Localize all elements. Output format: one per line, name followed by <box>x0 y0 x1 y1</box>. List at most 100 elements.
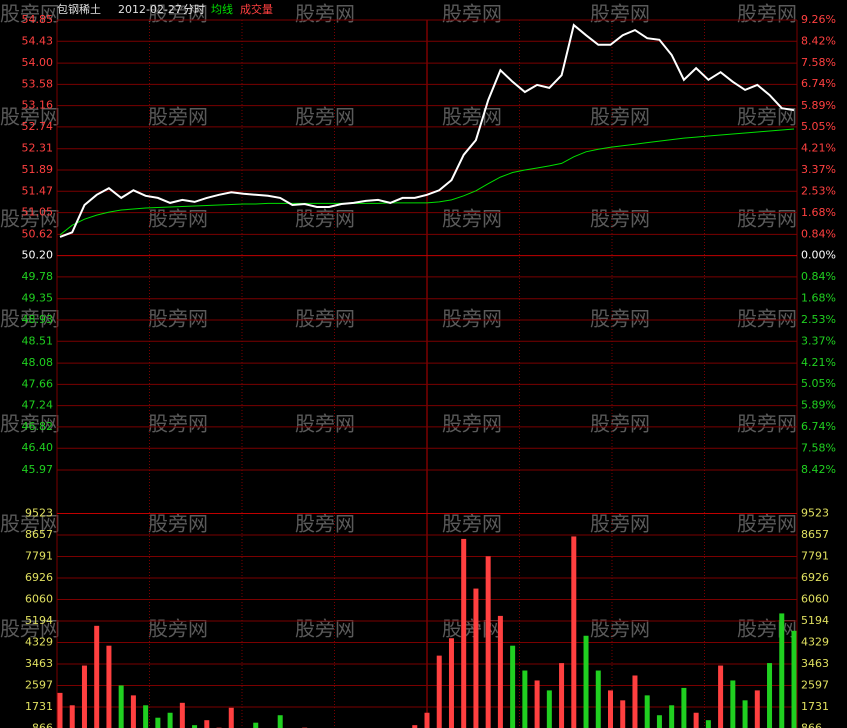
volume-bar <box>791 630 797 728</box>
y2-tick-label: 0.00% <box>801 249 836 262</box>
watermark: 股旁网 <box>148 617 208 641</box>
watermark: 股旁网 <box>0 207 60 231</box>
y-tick-label: 9523 <box>25 507 53 520</box>
volume-bar <box>277 715 283 728</box>
y-tick-label: 2597 <box>25 679 53 692</box>
y2-tick-label: 2.53% <box>801 184 836 197</box>
y-tick-label: 866 <box>32 721 53 728</box>
volume-bar <box>81 665 87 728</box>
y-tick-label: 52.31 <box>22 142 54 155</box>
volume-bar <box>69 705 75 728</box>
volume-bar <box>412 725 418 728</box>
watermark: 股旁网 <box>737 512 797 536</box>
y2-tick-label: 7.58% <box>801 56 836 69</box>
y-tick-label: 46.82 <box>22 420 54 433</box>
y-tick-label: 5194 <box>25 614 53 627</box>
y-tick-label-right: 3463 <box>801 657 829 670</box>
volume-bar <box>485 556 491 728</box>
watermark: 股旁网 <box>442 412 502 436</box>
volume-bar <box>718 665 724 728</box>
volume-bar <box>253 722 259 728</box>
volume-bar <box>779 613 785 728</box>
y2-tick-label: 1.68% <box>801 291 836 304</box>
volume-bar <box>669 705 675 728</box>
watermark: 股旁网 <box>0 617 60 641</box>
volume-bar <box>155 717 161 728</box>
volume-bar <box>767 663 773 728</box>
y-tick-label-right: 7791 <box>801 550 829 563</box>
watermark: 股旁网 <box>737 207 797 231</box>
y-tick-label: 3463 <box>25 657 53 670</box>
y-tick-label-right: 4329 <box>801 635 829 648</box>
volume-bar <box>571 536 577 728</box>
volume-bar <box>632 675 638 728</box>
y-tick-label: 54.00 <box>22 56 54 69</box>
watermark: 股旁网 <box>0 105 60 129</box>
y-tick-label-right: 866 <box>801 721 822 728</box>
y-tick-label: 53.16 <box>22 99 54 112</box>
watermark: 股旁网 <box>0 512 60 536</box>
watermark: 股旁网 <box>295 105 355 129</box>
volume-bar <box>742 700 748 728</box>
watermark: 股旁网 <box>442 207 502 231</box>
watermark: 股旁网 <box>737 105 797 129</box>
y2-tick-label: 8.42% <box>801 34 836 47</box>
watermark: 股旁网 <box>590 307 650 331</box>
y-tick-label: 8657 <box>25 528 53 541</box>
watermark: 股旁网 <box>148 105 208 129</box>
volume-bar <box>608 690 613 728</box>
y-tick-label: 46.40 <box>22 441 54 454</box>
watermark: 股旁网 <box>295 617 355 641</box>
volume-bar <box>204 720 210 728</box>
volume-bar <box>510 645 516 728</box>
volume-bar <box>693 712 699 728</box>
y2-tick-label: 5.89% <box>801 399 836 412</box>
y-tick-label: 47.66 <box>22 377 54 390</box>
volume-bar <box>644 695 650 728</box>
y2-tick-label: 8.42% <box>801 463 836 476</box>
y-tick-label: 7791 <box>25 550 53 563</box>
price-line <box>59 23 795 238</box>
volume-bar <box>583 635 589 728</box>
watermark: 股旁网 <box>0 412 60 436</box>
y-tick-label-right: 6060 <box>801 593 829 606</box>
watermark: 股旁网 <box>295 512 355 536</box>
volume-bar <box>559 663 565 728</box>
y-tick-label: 48.51 <box>22 334 54 347</box>
watermark: 股旁网 <box>590 617 650 641</box>
volume-bar <box>522 670 528 728</box>
y-tick-label: 49.35 <box>22 292 54 305</box>
y-tick-label-right: 6926 <box>801 571 829 584</box>
watermark: 股旁网 <box>590 207 650 231</box>
y2-tick-label: 3.37% <box>801 163 836 176</box>
volume-bar <box>179 702 185 728</box>
watermark: 股旁网 <box>295 307 355 331</box>
y2-tick-label: 0.84% <box>801 270 836 283</box>
volume-bar <box>94 625 100 728</box>
volume-bar <box>167 712 173 728</box>
watermark: 股旁网 <box>148 207 208 231</box>
watermark: 股旁网 <box>295 412 355 436</box>
stock-name: 包钢稀土 <box>57 3 101 16</box>
watermark: 股旁网 <box>295 207 355 231</box>
y-tick-label-right: 8657 <box>801 528 829 541</box>
y-tick-label: 53.58 <box>22 77 54 90</box>
watermark: 股旁网 <box>737 412 797 436</box>
watermark: 股旁网 <box>0 2 60 26</box>
y-tick-label: 54.43 <box>22 34 54 47</box>
y2-tick-label: 0.84% <box>801 227 836 240</box>
y2-tick-label: 6.74% <box>801 77 836 90</box>
volume-bar <box>620 700 626 728</box>
y-tick-label: 47.24 <box>22 399 54 412</box>
y2-tick-label: 3.37% <box>801 334 836 347</box>
watermark: 股旁网 <box>442 617 502 641</box>
watermark: 股旁网 <box>737 617 797 641</box>
watermark: 股旁网 <box>148 307 208 331</box>
y2-tick-label: 4.21% <box>801 356 836 369</box>
y2-tick-label: 5.05% <box>801 377 836 390</box>
volume-bar <box>705 720 711 728</box>
date: 2012-02-27 <box>118 3 182 16</box>
volume-bar <box>192 725 198 728</box>
y2-tick-label: 1.68% <box>801 206 836 219</box>
